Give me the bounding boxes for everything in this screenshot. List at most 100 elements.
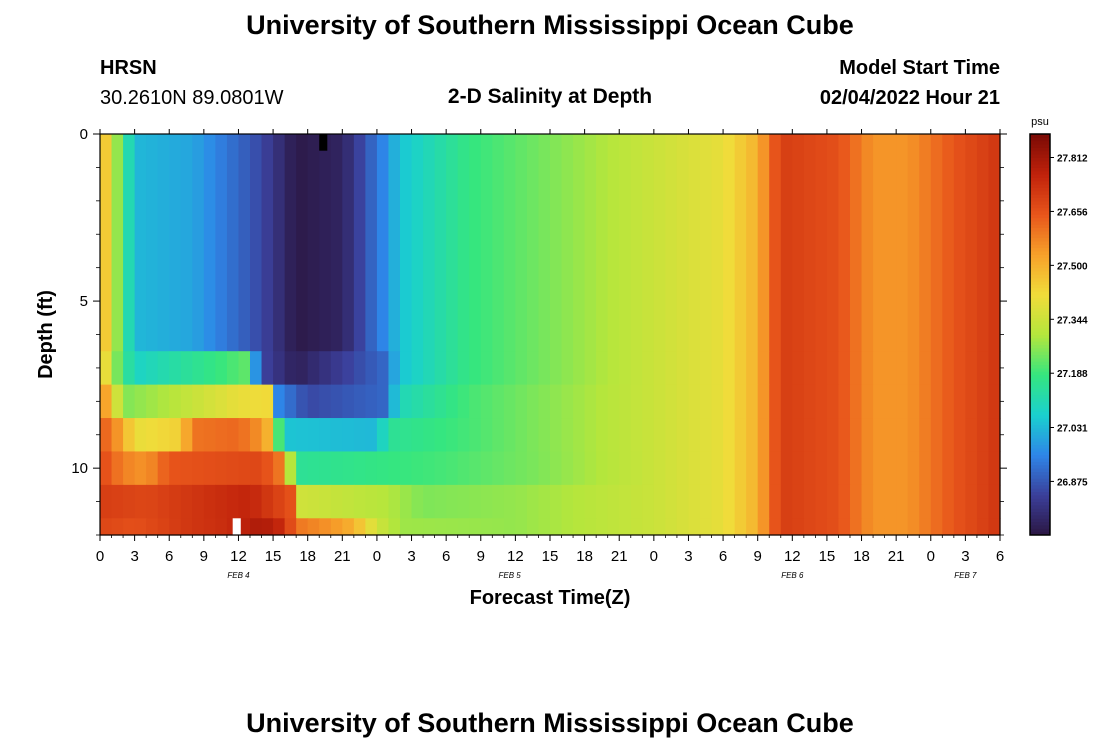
heatmap-cell bbox=[734, 384, 747, 419]
heatmap-cell bbox=[273, 518, 286, 536]
heatmap-cell bbox=[296, 351, 309, 386]
heatmap-cell bbox=[700, 418, 713, 453]
colorbar-segment bbox=[1030, 167, 1050, 172]
heatmap-cell bbox=[123, 384, 136, 419]
heatmap-cell bbox=[596, 134, 609, 352]
heatmap-cell bbox=[434, 451, 447, 486]
colorbar-segment bbox=[1030, 144, 1050, 148]
heatmap-cell bbox=[469, 484, 482, 519]
heatmap-cell bbox=[873, 518, 886, 536]
heatmap-cell bbox=[169, 418, 182, 453]
heatmap-cell bbox=[942, 484, 955, 519]
heatmap-cell bbox=[803, 384, 816, 419]
heatmap-cell bbox=[584, 518, 597, 536]
heatmap-cell bbox=[896, 384, 909, 419]
heatmap-cell bbox=[688, 451, 701, 486]
heatmap-cell bbox=[850, 134, 863, 352]
heatmap-cell bbox=[434, 518, 447, 536]
heatmap-cell bbox=[226, 418, 240, 453]
colorbar-segment bbox=[1030, 387, 1050, 392]
heatmap-cell bbox=[469, 418, 482, 453]
heatmap-cell bbox=[838, 384, 851, 419]
heatmap-cell bbox=[192, 384, 205, 419]
heatmap-cell bbox=[561, 451, 574, 486]
colorbar-segment bbox=[1030, 438, 1050, 442]
colorbar-segment bbox=[1030, 204, 1050, 209]
heatmap-cell bbox=[653, 451, 666, 486]
heatmap-cell bbox=[123, 351, 136, 386]
heatmap-cell bbox=[250, 451, 263, 486]
colorbar-segment bbox=[1030, 271, 1050, 275]
heatmap-cell bbox=[261, 518, 274, 536]
colorbar-segment bbox=[1030, 514, 1050, 519]
heatmap-cell bbox=[457, 418, 470, 453]
heatmap-cell bbox=[203, 484, 216, 519]
heatmap-cell bbox=[988, 351, 1001, 386]
heatmap-cell bbox=[607, 484, 620, 519]
heatmap-cell bbox=[492, 418, 505, 453]
colorbar-segment bbox=[1030, 501, 1050, 506]
x-tick-label: 6 bbox=[442, 548, 450, 565]
heatmap-cell bbox=[573, 134, 586, 352]
heatmap-cell bbox=[157, 134, 170, 352]
colorbar-segment bbox=[1030, 207, 1050, 212]
colorbar-segment bbox=[1030, 424, 1050, 429]
heatmap-cell bbox=[711, 351, 724, 386]
heatmap-cell bbox=[157, 518, 170, 536]
heatmap-cell bbox=[700, 351, 713, 386]
heatmap-cell bbox=[792, 484, 805, 519]
heatmap-cell bbox=[630, 484, 643, 519]
colorbar-segment bbox=[1030, 164, 1050, 168]
heatmap-cell bbox=[307, 484, 320, 519]
heatmap-cell bbox=[100, 351, 113, 386]
heatmap-cell bbox=[746, 351, 759, 386]
colorbar-segment bbox=[1030, 351, 1050, 356]
heatmap-cell bbox=[919, 518, 932, 536]
heatmap-cell bbox=[400, 451, 413, 486]
heatmap-cell bbox=[342, 384, 355, 419]
colorbar-segment bbox=[1030, 160, 1050, 165]
heatmap-cell bbox=[238, 451, 251, 486]
x-tick-label: 0 bbox=[927, 548, 935, 565]
heatmap-cell bbox=[861, 518, 874, 536]
colorbar-segment bbox=[1030, 498, 1050, 503]
colorbar-segment bbox=[1030, 214, 1050, 219]
heatmap-cell bbox=[584, 351, 597, 386]
x-tick-label: 15 bbox=[542, 548, 559, 565]
colorbar-segment bbox=[1030, 297, 1050, 302]
heatmap-cell bbox=[700, 518, 713, 536]
colorbar-segment bbox=[1030, 240, 1050, 245]
heatmap-cell bbox=[803, 351, 816, 386]
heatmap-cell bbox=[873, 351, 886, 386]
heatmap-cell bbox=[561, 134, 574, 352]
heatmap-cell bbox=[457, 484, 470, 519]
day-label: FEB 4 bbox=[227, 571, 250, 580]
heatmap-cell bbox=[734, 451, 747, 486]
colorbar-segment bbox=[1030, 230, 1050, 235]
heatmap-cell bbox=[896, 134, 909, 352]
heatmap-cell bbox=[330, 351, 343, 386]
colorbar-segment bbox=[1030, 414, 1050, 419]
colorbar-segment bbox=[1030, 421, 1050, 426]
heatmap-cell bbox=[573, 484, 586, 519]
colorbar-segment bbox=[1030, 397, 1050, 402]
heatmap-cell bbox=[538, 418, 551, 453]
heatmap-cell bbox=[423, 518, 436, 536]
colorbar-segment bbox=[1030, 234, 1050, 239]
heatmap-cell bbox=[907, 384, 920, 419]
heatmap-cell bbox=[411, 484, 424, 519]
heatmap-cell bbox=[423, 384, 436, 419]
heatmap-cell bbox=[203, 351, 216, 386]
heatmap-cell bbox=[988, 384, 1001, 419]
heatmap-cell bbox=[526, 418, 540, 453]
colorbar-segment bbox=[1030, 210, 1050, 215]
heatmap-cell bbox=[296, 518, 309, 536]
heatmap-cell bbox=[838, 134, 851, 352]
heatmap-cell bbox=[850, 518, 863, 536]
heatmap-cell bbox=[123, 418, 136, 453]
heatmap-cell bbox=[815, 134, 828, 352]
colorbar-tick-label: 27.500 bbox=[1057, 261, 1088, 272]
heatmap-cell bbox=[307, 384, 320, 419]
x-tick-label: 9 bbox=[477, 548, 485, 565]
heatmap-cell bbox=[688, 518, 701, 536]
